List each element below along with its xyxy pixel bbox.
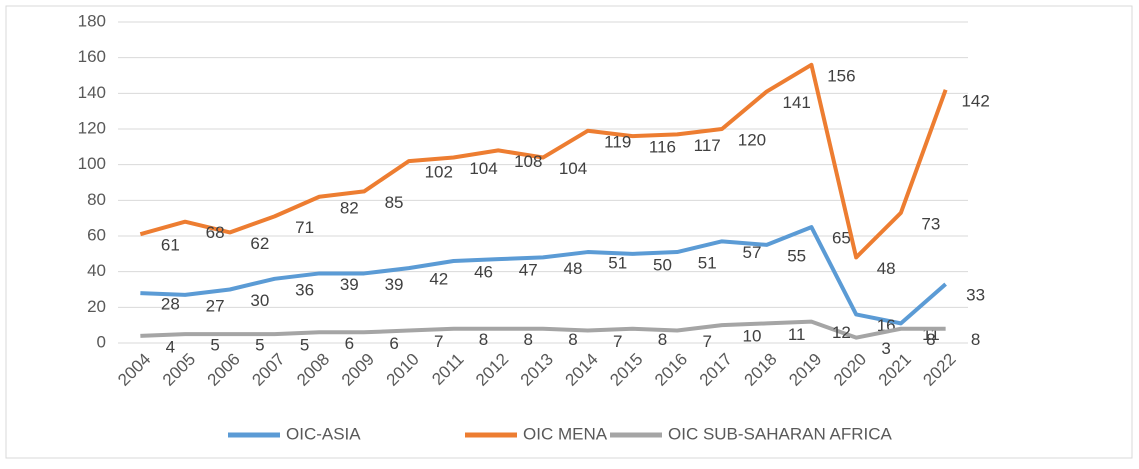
data-label: 65 xyxy=(832,229,851,248)
data-label: 7 xyxy=(434,332,443,351)
legend-label: OIC MENA xyxy=(523,424,608,443)
data-label: 8 xyxy=(568,330,577,349)
data-label: 120 xyxy=(738,130,766,149)
data-label: 51 xyxy=(698,254,717,273)
chart-frame xyxy=(5,5,1133,459)
data-label: 141 xyxy=(782,93,810,112)
y-tick-label: 160 xyxy=(78,47,106,66)
data-label: 8 xyxy=(926,330,935,349)
data-label: 27 xyxy=(206,296,225,315)
data-label: 142 xyxy=(961,91,989,110)
data-label: 102 xyxy=(425,163,453,182)
data-label: 104 xyxy=(469,159,497,178)
data-label: 39 xyxy=(340,275,359,294)
data-label: 85 xyxy=(385,193,404,212)
series-line xyxy=(139,62,948,260)
data-label: 108 xyxy=(514,152,542,171)
data-label: 5 xyxy=(255,336,264,355)
data-label: 46 xyxy=(474,262,493,281)
data-label: 6 xyxy=(389,334,398,353)
series-line xyxy=(140,319,946,340)
data-label: 12 xyxy=(832,323,851,342)
data-label: 156 xyxy=(827,66,855,85)
data-label: 82 xyxy=(340,198,359,217)
data-label: 55 xyxy=(787,246,806,265)
data-label: 119 xyxy=(604,132,631,151)
y-tick-label: 0 xyxy=(97,332,106,351)
data-label: 42 xyxy=(429,270,448,289)
legend-label: OIC-ASIA xyxy=(286,424,361,443)
data-label: 3 xyxy=(881,339,890,358)
data-label: 8 xyxy=(658,330,667,349)
data-label: 8 xyxy=(524,330,533,349)
data-label: 4 xyxy=(166,337,175,356)
data-label: 33 xyxy=(966,286,985,305)
data-label: 11 xyxy=(788,325,806,344)
y-tick-label: 80 xyxy=(87,190,106,209)
data-label: 50 xyxy=(653,255,672,274)
data-label: 48 xyxy=(877,259,896,278)
data-label: 116 xyxy=(649,138,676,157)
y-tick-label: 180 xyxy=(78,11,106,30)
data-label: 30 xyxy=(250,291,269,310)
data-label: 73 xyxy=(921,214,940,233)
y-tick-label: 100 xyxy=(78,154,106,173)
y-tick-label: 40 xyxy=(87,261,106,280)
data-label: 48 xyxy=(564,259,583,278)
data-label: 61 xyxy=(161,236,180,255)
data-label: 6 xyxy=(345,334,354,353)
data-label: 5 xyxy=(300,336,309,355)
y-tick-label: 120 xyxy=(78,118,106,137)
y-tick-label: 20 xyxy=(87,297,106,316)
y-tick-label: 60 xyxy=(87,225,106,244)
data-label: 8 xyxy=(971,330,980,349)
data-label: 71 xyxy=(295,218,314,237)
data-label: 36 xyxy=(295,280,314,299)
data-label: 8 xyxy=(479,330,488,349)
data-label: 51 xyxy=(608,254,627,273)
data-label: 104 xyxy=(559,159,587,178)
data-label: 57 xyxy=(742,243,761,262)
data-label: 7 xyxy=(702,332,711,351)
data-label: 28 xyxy=(161,295,180,314)
data-label: 5 xyxy=(210,336,219,355)
data-label: 39 xyxy=(385,275,404,294)
data-label: 47 xyxy=(519,261,538,280)
data-label: 62 xyxy=(250,234,269,253)
data-label: 10 xyxy=(742,327,761,346)
data-label: 68 xyxy=(206,223,225,242)
y-tick-label: 140 xyxy=(78,83,106,102)
data-label: 117 xyxy=(694,136,721,155)
series-line xyxy=(140,225,947,326)
legend-label: OIC SUB-SAHARAN AFRICA xyxy=(668,424,893,443)
data-label: 7 xyxy=(613,332,622,351)
